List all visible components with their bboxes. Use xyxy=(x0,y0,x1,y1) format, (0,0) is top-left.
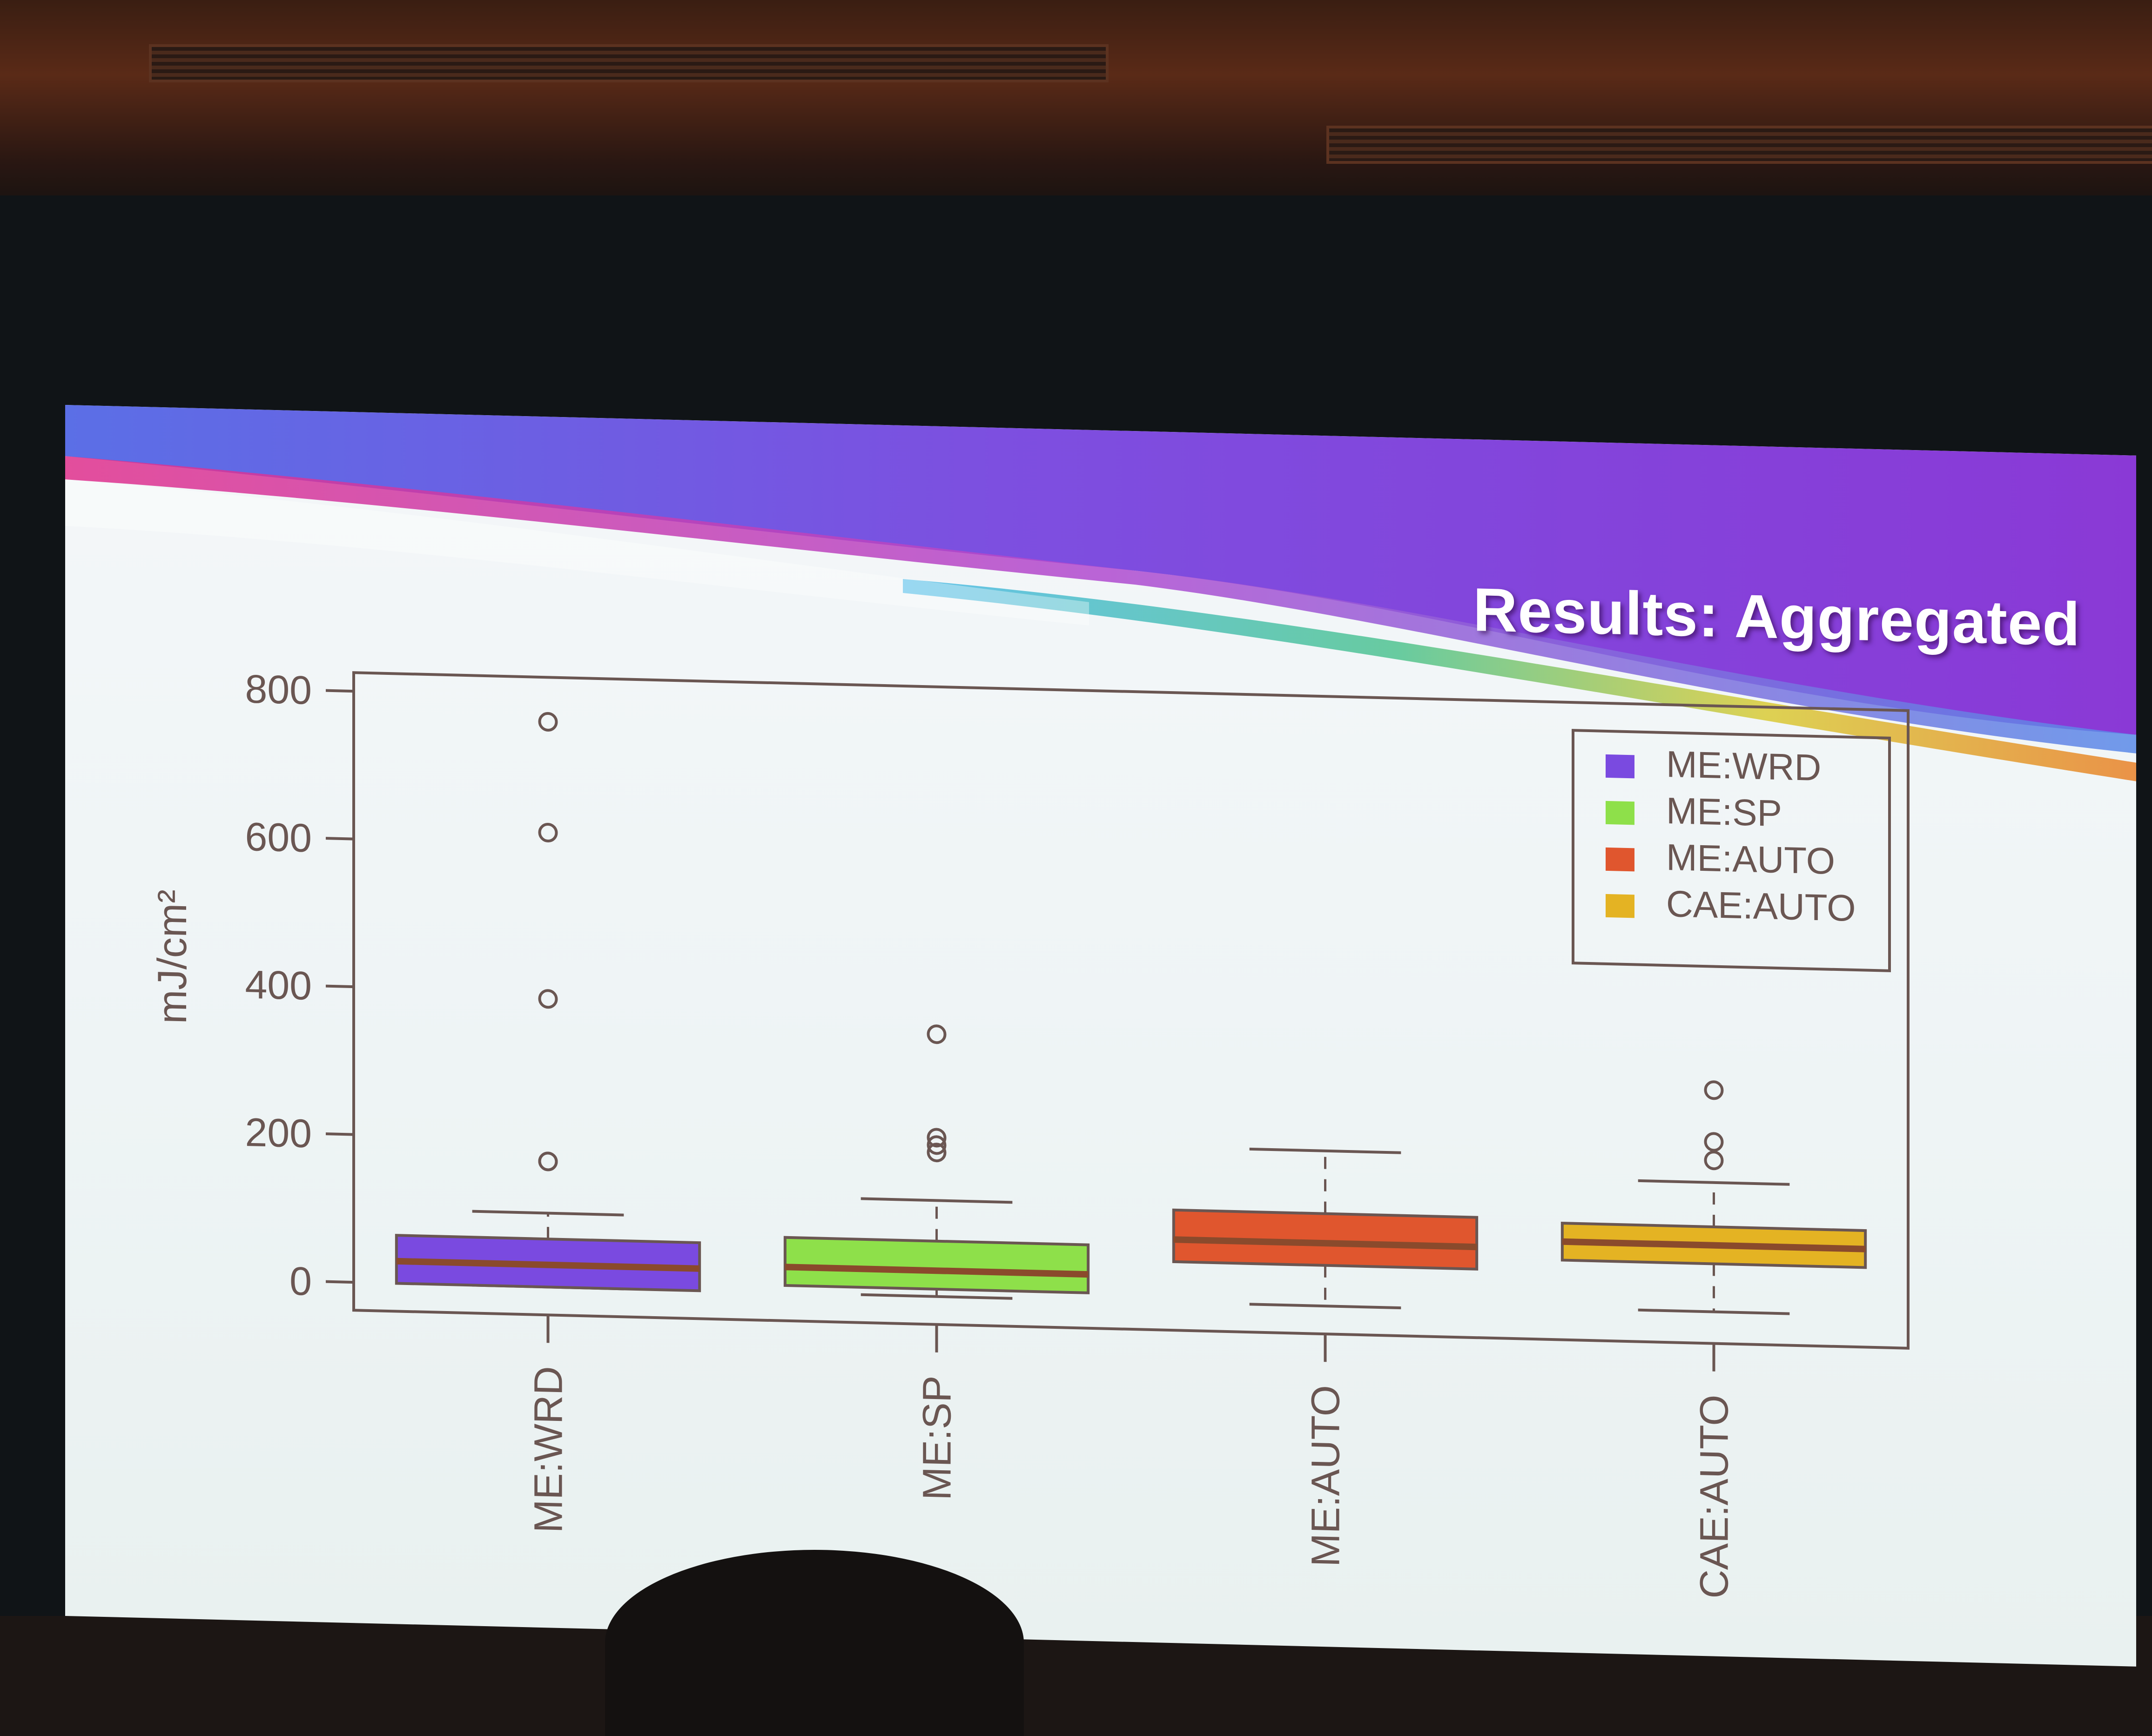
median-me-wrd xyxy=(396,1258,700,1272)
x-tick-label-me-sp: ME:SP xyxy=(915,1375,960,1501)
median-me-auto xyxy=(1173,1236,1477,1251)
legend-swatch-me-auto xyxy=(1606,847,1634,872)
y-tick-label-400: 400 xyxy=(245,962,312,1008)
median-me-sp xyxy=(785,1264,1089,1278)
lower-cap-me-auto xyxy=(1249,1303,1401,1310)
y-tick-label-0: 0 xyxy=(289,1259,312,1304)
y-tick-400 xyxy=(326,984,354,989)
outlier-cae-auto-2 xyxy=(1704,1080,1724,1100)
outlier-me-wrd-3 xyxy=(538,823,558,843)
y-tick-600 xyxy=(326,837,354,841)
room-ceiling xyxy=(0,0,2152,214)
upper-cap-me-auto xyxy=(1249,1147,1401,1154)
x-tick-label-cae-auto: CAE:AUTO xyxy=(1692,1394,1737,1599)
legend-swatch-me-wrd xyxy=(1606,754,1634,779)
plot-frame xyxy=(352,671,1910,1350)
audience-head-silhouette xyxy=(605,1550,1024,1736)
upper-cap-cae-auto xyxy=(1638,1179,1790,1186)
legend-label-cae-auto: CAE:AUTO xyxy=(1666,883,1856,929)
outlier-me-sp-0 xyxy=(927,1143,947,1163)
y-axis-label: mJ/cm² xyxy=(149,889,195,1024)
legend-swatch-cae-auto xyxy=(1606,894,1634,918)
y-tick-label-600: 600 xyxy=(245,814,312,861)
box-me-auto xyxy=(1172,1208,1479,1271)
outlier-me-wrd-2 xyxy=(538,989,558,1009)
presentation-slide: Results: Aggregated mJ/cm² 0 200 400 600 800… xyxy=(65,405,2136,1667)
lower-cap-me-sp xyxy=(861,1293,1013,1300)
outlier-me-sp-3 xyxy=(927,1024,947,1044)
y-tick-label-800: 800 xyxy=(245,666,312,713)
legend-label-me-wrd: ME:WRD xyxy=(1666,743,1821,788)
legend-swatch-me-sp xyxy=(1606,801,1634,825)
outlier-me-wrd-1 xyxy=(538,1151,558,1171)
ceiling-vent-left xyxy=(149,44,1109,82)
legend-box xyxy=(1572,729,1891,972)
median-cae-auto xyxy=(1562,1238,1866,1252)
outlier-me-sp-1 xyxy=(927,1135,947,1155)
upper-cap-me-sp xyxy=(861,1197,1013,1204)
outlier-me-wrd-4 xyxy=(538,712,558,732)
boxes-layer xyxy=(395,712,1867,1315)
y-tick-label-200: 200 xyxy=(245,1110,312,1156)
slide-header-banner xyxy=(65,405,2136,781)
outlier-me-sp-2 xyxy=(927,1128,947,1148)
y-axis-label-group: mJ/cm² xyxy=(149,889,195,1024)
lower-cap-cae-auto xyxy=(1638,1308,1790,1315)
outlier-cae-auto-0 xyxy=(1704,1151,1724,1171)
legend-label-me-sp: ME:SP xyxy=(1666,790,1782,834)
outlier-cae-auto-1 xyxy=(1704,1132,1724,1152)
x-tick-label-me-wrd: ME:WRD xyxy=(526,1366,571,1534)
box-me-sp xyxy=(783,1236,1090,1294)
x-tick-label-me-auto: ME:AUTO xyxy=(1304,1385,1348,1568)
ceiling-vent-right xyxy=(1326,126,2152,164)
legend-label-me-auto: ME:AUTO xyxy=(1666,836,1835,882)
upper-cap-me-wrd xyxy=(472,1210,624,1217)
